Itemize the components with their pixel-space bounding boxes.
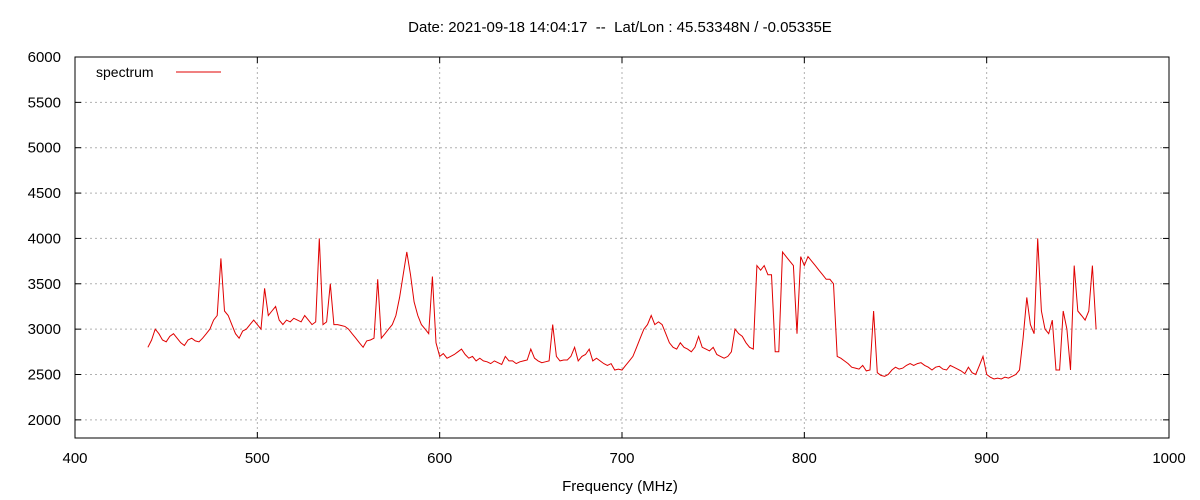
x-tick-label: 500: [245, 450, 270, 467]
x-tick-labels: 400 500 600 700 800 900 1000: [62, 450, 1185, 467]
spectrum-series-line: [147, 238, 1097, 380]
y-tick-label: 6000: [28, 49, 61, 66]
x-tick-label: 800: [792, 450, 817, 467]
y-tick-label: 2000: [28, 412, 61, 429]
legend-label-spectrum: spectrum: [96, 64, 154, 80]
y-tick-label: 4000: [28, 230, 61, 247]
y-tick-label: 2500: [28, 367, 61, 384]
tick-marks: [74, 56, 1170, 438]
y-tick-label: 3500: [28, 276, 61, 293]
y-tick-label: 4500: [28, 185, 61, 202]
legend: spectrum: [96, 64, 221, 80]
y-tick-label: 5500: [28, 94, 61, 111]
chart-title: Date: 2021-09-18 14:04:17 -- Lat/Lon : 4…: [408, 19, 832, 36]
x-tick-label: 600: [427, 450, 452, 467]
x-tick-label: 400: [62, 450, 87, 467]
x-tick-label: 700: [609, 450, 634, 467]
x-axis-label: Frequency (MHz): [562, 478, 678, 495]
y-tick-label: 3000: [28, 321, 61, 338]
x-tick-label: 900: [974, 450, 999, 467]
y-tick-label: 5000: [28, 140, 61, 157]
x-tick-label: 1000: [1152, 450, 1185, 467]
y-tick-labels: 2000 2500 3000 3500 4000 4500 5000 5500 6000: [28, 49, 61, 429]
series-group: [147, 238, 1097, 380]
grid-lines: [75, 57, 1169, 438]
